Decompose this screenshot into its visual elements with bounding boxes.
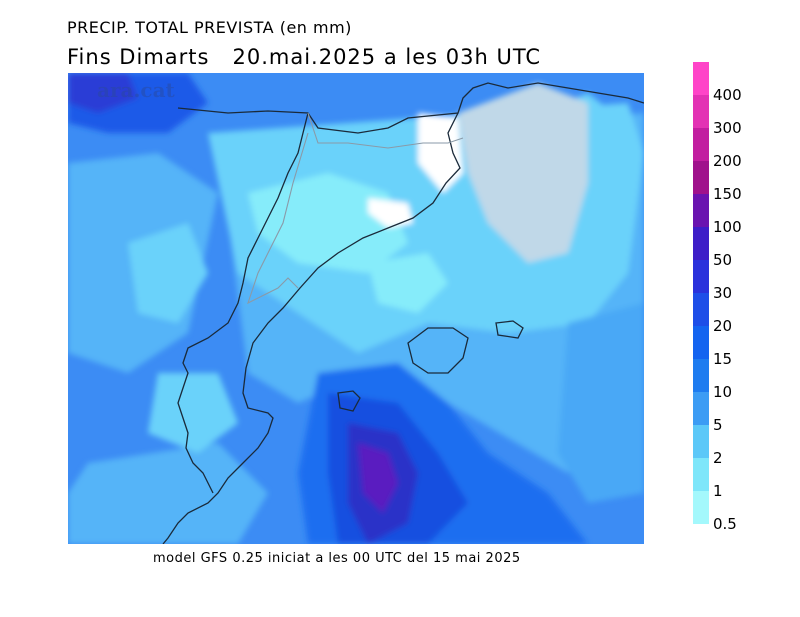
- legend-swatch: [693, 425, 709, 458]
- model-info: model GFS 0.25 iniciat a les 00 UTC del …: [153, 551, 521, 566]
- legend-swatch: [693, 392, 709, 425]
- legend-label: 200: [713, 152, 742, 170]
- legend-swatch: [693, 260, 709, 293]
- legend-swatch: [693, 194, 709, 227]
- legend-label: 400: [713, 86, 742, 104]
- legend-swatch: [693, 491, 709, 524]
- legend-label: 300: [713, 119, 742, 137]
- legend-label: 30: [713, 284, 733, 302]
- boundary-lines: [247, 112, 464, 305]
- legend-swatch: [693, 128, 709, 161]
- legend-swatch: [693, 161, 709, 194]
- legend-swatch: [693, 227, 709, 260]
- legend-label: 15: [713, 350, 733, 368]
- legend-label: 20: [713, 317, 733, 335]
- legend-label: 5: [713, 416, 723, 434]
- legend-swatch: [693, 326, 709, 359]
- legend-label: 50: [713, 251, 733, 269]
- legend-swatch: [693, 62, 709, 95]
- legend-swatch: [693, 293, 709, 326]
- legend-swatch: [693, 359, 709, 392]
- legend-swatch: [693, 458, 709, 491]
- map-title: PRECIP. TOTAL PREVISTA (en mm): [67, 18, 352, 37]
- legend-label: 2: [713, 449, 723, 467]
- legend-label: 10: [713, 383, 733, 401]
- watermark-logo: ara.cat: [97, 78, 175, 102]
- color-legend: [693, 62, 709, 524]
- legend-label: 1: [713, 482, 723, 500]
- legend-swatch: [693, 95, 709, 128]
- map-subtitle: Fins Dimarts 20.mai.2025 a les 03h UTC: [67, 45, 542, 69]
- legend-label: 150: [713, 185, 742, 203]
- legend-label: 100: [713, 218, 742, 236]
- precipitation-map: [68, 73, 644, 544]
- legend-label: 0.5: [713, 515, 737, 533]
